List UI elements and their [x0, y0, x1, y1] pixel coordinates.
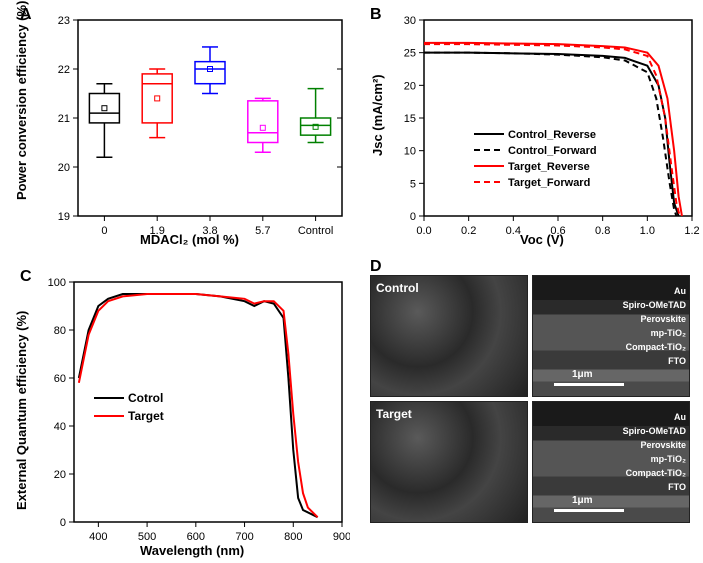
chart-c-ylabel: External Quantum efficiency (%) [14, 311, 29, 510]
chart-b: 0510152025300.00.20.40.60.81.01.2Control… [376, 6, 700, 250]
svg-text:22: 22 [58, 64, 70, 76]
svg-text:900: 900 [333, 531, 350, 543]
chart-c: 0 20 40 60 80 100 400 500 600 700 800 900 Cotrol Targ… [26, 268, 350, 556]
svg-text:80: 80 [54, 325, 66, 337]
svg-text:20: 20 [58, 162, 70, 174]
svg-text:20: 20 [54, 469, 66, 481]
svg-text:21: 21 [58, 113, 70, 125]
svg-text:1.2: 1.2 [684, 225, 699, 237]
svg-text:5: 5 [410, 178, 416, 190]
svg-text:5.7: 5.7 [255, 225, 270, 237]
svg-text:Target_Reverse: Target_Reverse [508, 161, 590, 173]
svg-text:700: 700 [235, 531, 253, 543]
chart-c-xlabel: Wavelength (nm) [140, 543, 244, 558]
sem-layer-labels-bottom: AuSpiro-OMeTADPerovskitemp-TiO₂Compact-T… [618, 411, 686, 495]
svg-text:0.4: 0.4 [506, 225, 521, 237]
svg-text:10: 10 [404, 146, 416, 158]
panel-label-d: D [370, 258, 382, 276]
svg-text:0: 0 [60, 517, 66, 529]
svg-text:0.2: 0.2 [461, 225, 476, 237]
svg-text:0.0: 0.0 [416, 225, 431, 237]
svg-text:Cotrol: Cotrol [128, 391, 163, 405]
svg-text:0: 0 [410, 211, 416, 223]
scalebar-bottom [554, 509, 624, 512]
svg-text:30: 30 [404, 15, 416, 27]
sem-label-control: Control [376, 281, 419, 295]
svg-text:100: 100 [48, 277, 66, 289]
scalebar-top [554, 383, 624, 386]
svg-text:15: 15 [404, 113, 416, 125]
chart-a-ylabel: Power conversion efficiency (%) [14, 1, 29, 200]
svg-text:0.8: 0.8 [595, 225, 610, 237]
svg-text:1.0: 1.0 [640, 225, 655, 237]
svg-text:Control: Control [298, 225, 333, 237]
svg-text:20: 20 [404, 80, 416, 92]
svg-text:25: 25 [404, 48, 416, 60]
svg-text:0: 0 [101, 225, 107, 237]
svg-text:23: 23 [58, 15, 70, 27]
svg-text:40: 40 [54, 421, 66, 433]
sem-panel: Control AuSpiro-OMeTADPerovskitemp-TiO₂Co… [370, 275, 694, 535]
sem-layer-labels-top: AuSpiro-OMeTADPerovskitemp-TiO₂Compact-T… [618, 285, 686, 369]
scalebar-label-bottom: 1μm [572, 495, 593, 506]
svg-text:800: 800 [284, 531, 302, 543]
svg-text:Control_Reverse: Control_Reverse [508, 129, 596, 141]
svg-text:19: 19 [58, 211, 70, 223]
chart-a-xlabel: MDACl₂ (mol %) [140, 232, 239, 247]
scalebar-label-top: 1μm [572, 369, 593, 380]
chart-b-xlabel: Voc (V) [520, 232, 564, 247]
svg-text:60: 60 [54, 373, 66, 385]
chart-a: 192021222301.93.85.7Control [26, 6, 350, 250]
svg-text:600: 600 [187, 531, 205, 543]
svg-text:400: 400 [89, 531, 107, 543]
chart-b-ylabel: Jsc (mA/cm²) [370, 74, 385, 156]
svg-text:Control_Forward: Control_Forward [508, 145, 597, 157]
sem-label-target: Target [376, 407, 412, 421]
svg-text:Target: Target [128, 409, 164, 423]
svg-text:500: 500 [138, 531, 156, 543]
svg-text:Target_Forward: Target_Forward [508, 177, 590, 189]
